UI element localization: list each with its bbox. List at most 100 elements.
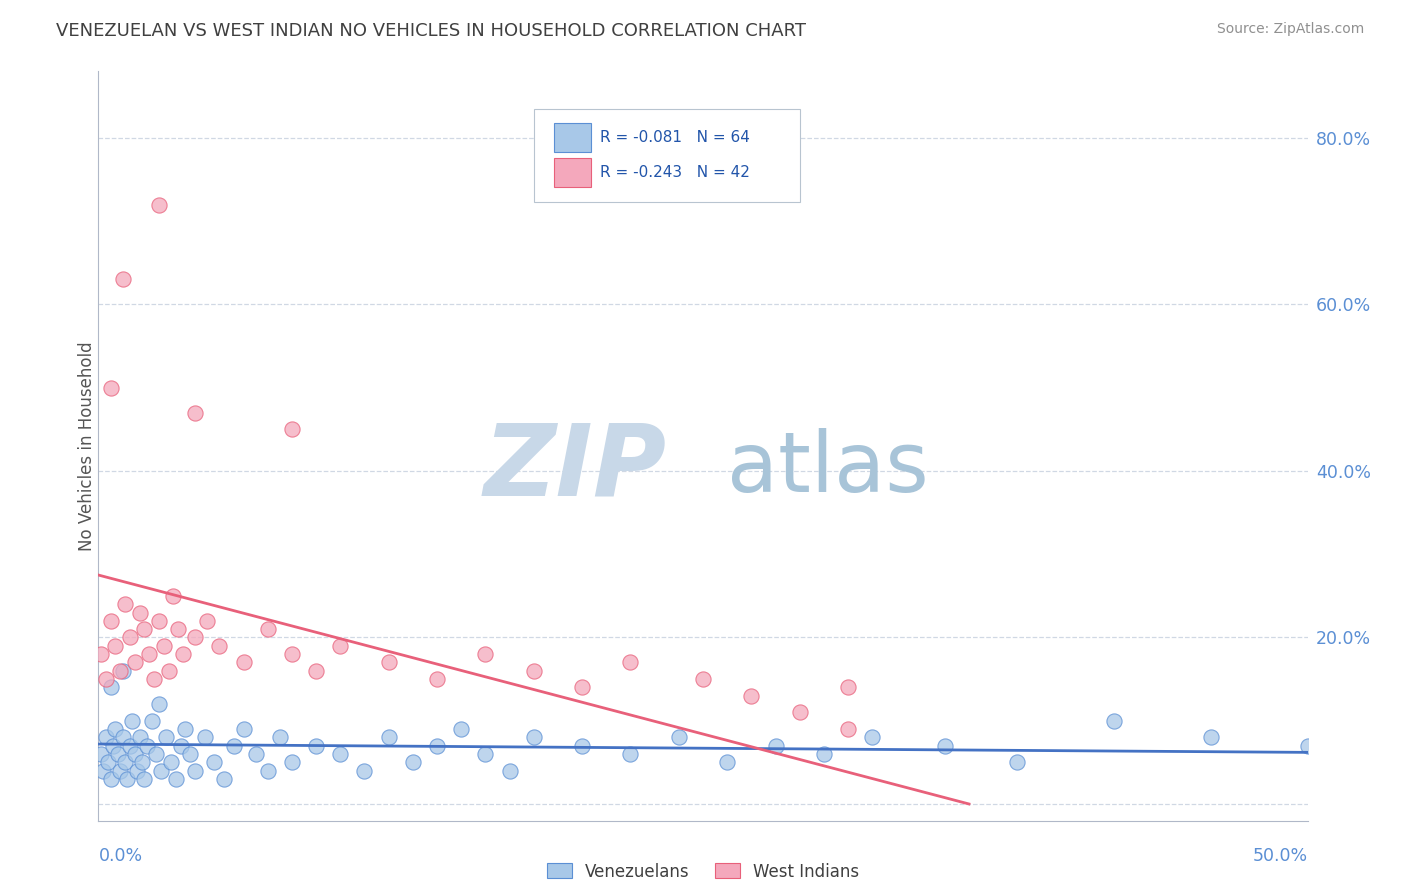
Point [148, 614, 170, 628]
Point [232, 722, 254, 736]
Point [167, 622, 190, 636]
FancyBboxPatch shape [554, 158, 591, 186]
Point [426, 672, 449, 686]
Point [141, 714, 163, 728]
Point [111, 272, 134, 286]
Point [150, 764, 173, 778]
Point [571, 681, 593, 695]
Point [128, 731, 150, 745]
Point [789, 706, 811, 720]
Point [281, 756, 304, 770]
Text: atlas: atlas [727, 428, 929, 509]
Point [619, 747, 641, 761]
Point [813, 747, 835, 761]
Point [127, 764, 149, 778]
Point [765, 739, 787, 753]
Point [523, 731, 546, 745]
Point [94, 672, 117, 686]
Point [716, 756, 738, 770]
Point [305, 739, 328, 753]
Point [128, 606, 150, 620]
Point [474, 747, 496, 761]
Point [837, 722, 859, 736]
FancyBboxPatch shape [534, 109, 800, 202]
Point [121, 714, 143, 728]
Point [107, 747, 129, 761]
Point [1296, 739, 1319, 753]
Point [97, 756, 120, 770]
Point [377, 656, 399, 670]
Point [1007, 756, 1029, 770]
Point [179, 747, 201, 761]
Point [104, 722, 127, 736]
Point [111, 731, 134, 745]
Point [100, 381, 122, 395]
Point [281, 422, 304, 436]
Text: Source: ZipAtlas.com: Source: ZipAtlas.com [1216, 22, 1364, 37]
Text: R = -0.081   N = 64: R = -0.081 N = 64 [600, 130, 749, 145]
Point [134, 622, 156, 636]
Point [208, 639, 231, 653]
Point [195, 614, 218, 628]
Point [668, 731, 690, 745]
Point [124, 747, 146, 761]
Point [377, 731, 399, 745]
Point [174, 722, 197, 736]
Point [692, 672, 714, 686]
Point [474, 647, 496, 661]
Point [165, 772, 187, 786]
Point [329, 747, 352, 761]
Legend: Venezuelans, West Indians: Venezuelans, West Indians [540, 856, 866, 888]
Point [619, 656, 641, 670]
Point [160, 756, 183, 770]
Point [329, 639, 352, 653]
Point [269, 731, 291, 745]
Point [498, 764, 520, 778]
Point [353, 764, 375, 778]
Point [184, 631, 207, 645]
Point [837, 681, 859, 695]
Point [100, 772, 122, 786]
Point [138, 647, 160, 661]
FancyBboxPatch shape [554, 123, 591, 152]
Point [124, 656, 146, 670]
Point [100, 614, 122, 628]
Point [523, 664, 546, 678]
Point [222, 739, 245, 753]
Point [934, 739, 956, 753]
Point [148, 197, 170, 211]
Point [184, 406, 207, 420]
Point [194, 731, 217, 745]
Point [91, 764, 114, 778]
Y-axis label: No Vehicles in Household: No Vehicles in Household [79, 341, 96, 551]
Point [118, 631, 141, 645]
Point [90, 747, 112, 761]
Point [1102, 714, 1125, 728]
Point [402, 756, 425, 770]
Point [1199, 731, 1222, 745]
Point [172, 647, 194, 661]
Point [155, 731, 177, 745]
Point [450, 722, 472, 736]
Text: ZIP: ZIP [484, 420, 666, 517]
Point [245, 747, 267, 761]
Point [281, 647, 304, 661]
Text: VENEZUELAN VS WEST INDIAN NO VEHICLES IN HOUSEHOLD CORRELATION CHART: VENEZUELAN VS WEST INDIAN NO VEHICLES IN… [56, 22, 806, 40]
Point [204, 756, 226, 770]
Point [157, 664, 180, 678]
Text: 50.0%: 50.0% [1253, 847, 1308, 865]
Point [740, 689, 762, 703]
Point [94, 731, 117, 745]
Point [118, 739, 141, 753]
Point [232, 656, 254, 670]
Point [104, 639, 127, 653]
Point [101, 739, 124, 753]
Point [111, 664, 134, 678]
Point [169, 739, 191, 753]
Point [184, 764, 207, 778]
Point [212, 772, 235, 786]
Point [131, 756, 153, 770]
Point [108, 664, 131, 678]
Point [114, 597, 136, 611]
Point [108, 764, 131, 778]
